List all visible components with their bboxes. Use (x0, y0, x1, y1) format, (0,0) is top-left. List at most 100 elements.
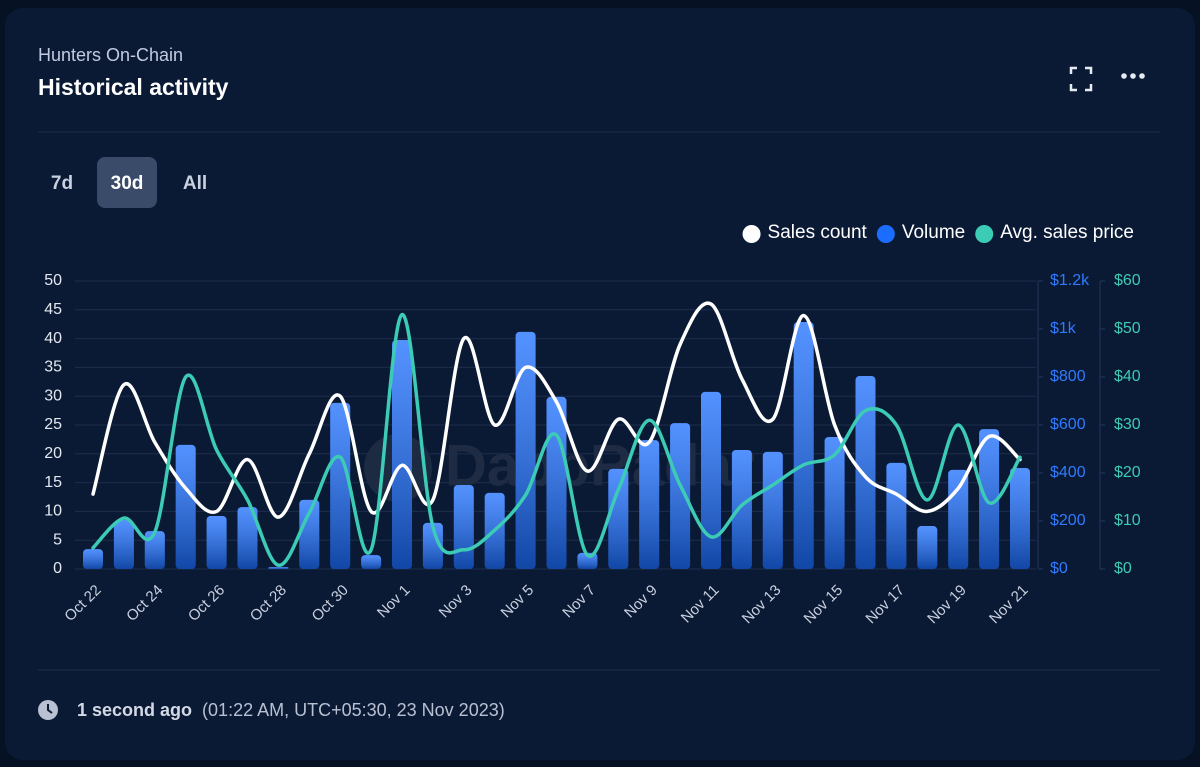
bar-group (144, 531, 165, 569)
y-tick-label: 35 (44, 359, 62, 376)
tab-label[interactable]: 30d (111, 173, 144, 194)
y-tick-label: 15 (44, 474, 62, 491)
y-tick-label: 50 (44, 272, 62, 289)
bar-group (670, 423, 691, 569)
card-subtitle: Hunters On-Chain (38, 45, 183, 65)
legend-label: Avg. sales price (1000, 222, 1134, 243)
legend-swatch (975, 225, 994, 243)
bar-group (361, 555, 382, 569)
y3-tick-label: $30 (1114, 416, 1141, 433)
bar-shade (701, 391, 721, 569)
bar-shade (453, 485, 474, 569)
y3-tick-label: $40 (1114, 368, 1141, 385)
y2-tick-label: $1.2k (1050, 272, 1090, 289)
bar-group (268, 567, 289, 569)
bar-shade (855, 376, 876, 569)
bar-shade (392, 340, 412, 569)
y-tick-label: 5 (53, 531, 62, 548)
card-background (5, 8, 1195, 760)
y-tick-label: 25 (44, 416, 62, 433)
legend-label: Volume (902, 222, 965, 243)
bar-shade (268, 567, 289, 569)
y2-tick-label: $800 (1050, 368, 1086, 385)
bar-shade (175, 444, 196, 569)
bar-group (948, 469, 969, 569)
y2-tick-label: $0 (1050, 560, 1068, 577)
bar-group (206, 515, 227, 569)
bar-group (824, 437, 845, 569)
bar-shade (670, 423, 691, 569)
y-tick-label: 0 (53, 560, 62, 577)
bar-shade (824, 437, 845, 569)
bar-group (762, 451, 783, 569)
bar-shade (979, 429, 1000, 569)
more-button[interactable] (1121, 73, 1145, 79)
bar-group (299, 499, 320, 569)
bar-group (175, 444, 196, 569)
bar-group (701, 391, 721, 569)
bar-group (917, 526, 938, 569)
bar-shade (762, 451, 783, 569)
footer-ago: 1 second ago (77, 700, 192, 720)
bar-shade (206, 515, 227, 569)
bar-shade (886, 462, 907, 569)
bar-group (330, 402, 351, 569)
bar-shade (608, 468, 629, 569)
y2-tick-label: $400 (1050, 464, 1086, 481)
bar-shade (731, 449, 752, 569)
bar-group (979, 429, 1000, 569)
bar-shade (639, 440, 660, 569)
tab[interactable]: All (183, 173, 207, 194)
bar-group (886, 462, 907, 569)
bar-group (608, 468, 629, 569)
bar-group (546, 396, 567, 569)
card-title: Historical activity (38, 74, 229, 100)
y2-tick-label: $200 (1050, 512, 1086, 529)
legend: Sales count Volume Avg. sales price (742, 222, 1134, 243)
tab[interactable]: 7d (51, 173, 73, 194)
bar-group (639, 440, 660, 569)
bar-shade (1010, 467, 1030, 569)
y3-tick-label: $20 (1114, 464, 1141, 481)
bar-group (237, 507, 258, 569)
bar-shade (144, 531, 165, 569)
bar-group (515, 331, 536, 569)
legend-swatch (876, 225, 895, 243)
tab-label[interactable]: 7d (51, 173, 73, 194)
legend-label: Sales count (768, 222, 868, 243)
tab-highlight (97, 157, 157, 208)
bar-shade (113, 520, 134, 569)
bar-shade (299, 499, 320, 569)
bar-group (793, 322, 814, 569)
line (91, 301, 1022, 519)
y3-tick-label: $0 (1114, 560, 1132, 577)
bar-group (392, 340, 412, 569)
clock-icon (38, 700, 58, 720)
tab[interactable]: 30d (97, 157, 157, 208)
y3-tick-label: $60 (1114, 272, 1141, 289)
line (91, 312, 1022, 567)
fullscreen-button[interactable] (1069, 66, 1093, 92)
footer-time: (01:22 AM, UTC+05:30, 23 Nov 2023) (202, 700, 505, 720)
y2-tick-label: $1k (1050, 320, 1077, 337)
y-tick-label: 40 (44, 330, 62, 347)
y-tick-label: 10 (44, 503, 62, 520)
bar-group (855, 376, 876, 569)
y3-tick-label: $50 (1114, 320, 1141, 337)
bar-shade (948, 469, 969, 569)
tab-label[interactable]: All (183, 173, 207, 194)
bar-shade (422, 522, 443, 569)
y-tick-label: 30 (44, 387, 62, 404)
bar-shade (83, 549, 103, 569)
bar-shade (515, 331, 536, 569)
y-tick-label: 20 (44, 445, 62, 462)
bar-group (422, 522, 443, 569)
bar-shade (917, 526, 938, 569)
bar-group (113, 520, 134, 569)
bar-shade (330, 402, 351, 569)
y-tick-label: 45 (44, 301, 62, 318)
bar-shade (361, 555, 382, 569)
y2-tick-label: $600 (1050, 416, 1086, 433)
